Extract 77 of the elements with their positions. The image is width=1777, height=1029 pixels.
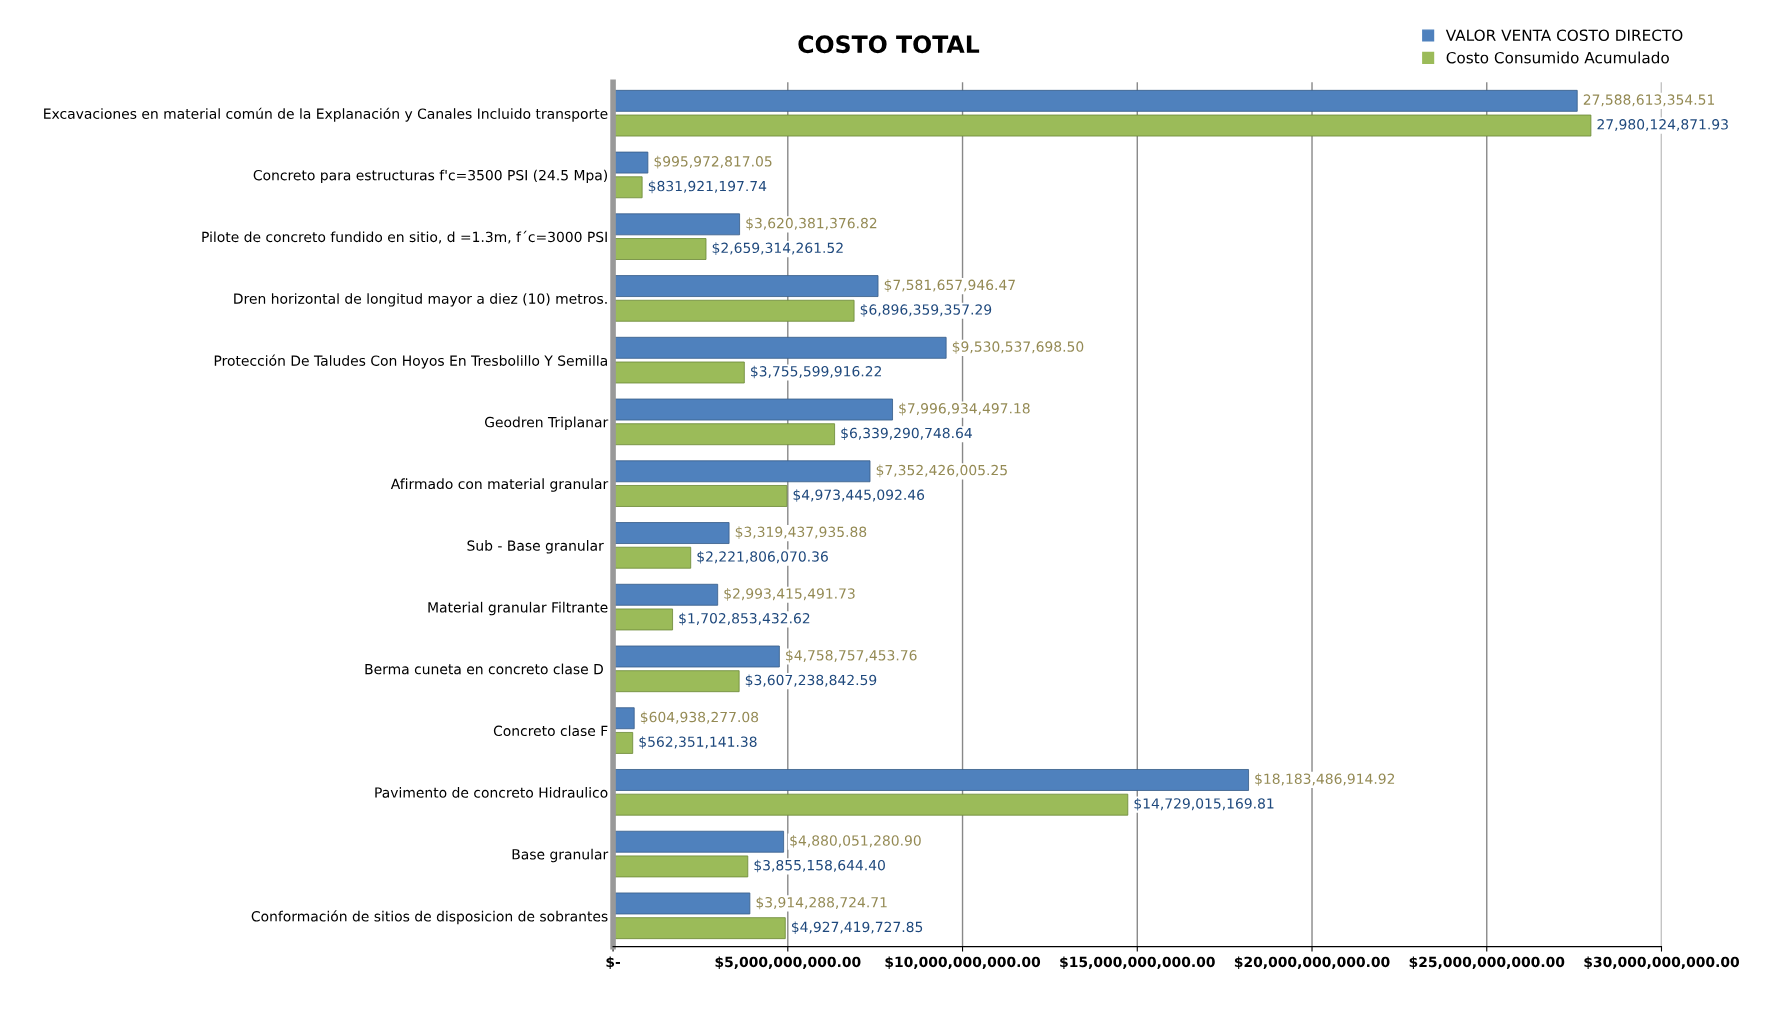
data-label: 27,588,613,354.51	[1583, 94, 1715, 107]
bar	[613, 769, 1249, 791]
data-label: $1,702,853,432.62	[679, 612, 810, 626]
bar	[613, 793, 1129, 816]
bar	[613, 917, 786, 940]
data-label: $831,921,197.74	[648, 180, 767, 194]
data-label: $3,914,288,724.71	[756, 896, 887, 910]
y-tick-label: Protección De Taludes Con Hoyos En Tresbolillo Y Semilla	[214, 354, 607, 369]
data-label: $6,896,359,357.29	[860, 304, 992, 317]
bar	[613, 670, 740, 693]
data-label: $7,996,934,497.18	[899, 402, 1030, 416]
bar	[613, 361, 745, 384]
x-tick-label: $20,000,000,000.00	[1234, 956, 1390, 969]
bar	[613, 275, 879, 297]
data-label: $18,183,486,914.92	[1255, 773, 1395, 786]
data-label: $14,729,015,169.81	[1134, 797, 1274, 811]
y-tick-label: Base granular	[512, 848, 609, 863]
data-label: $3,607,238,842.59	[745, 674, 877, 688]
data-label: $3,319,437,935.88	[735, 526, 867, 539]
x-tick-label: $15,000,000,000.00	[1060, 956, 1215, 969]
bar	[613, 213, 741, 236]
data-label: $7,352,426,005.25	[876, 464, 1007, 478]
data-label: $4,880,051,280.90	[790, 835, 921, 848]
y-tick-label: Concreto clase F	[493, 725, 608, 737]
x-tick-label: $5,000,000,000.00	[715, 956, 861, 969]
chart-title: COSTO TOTAL	[798, 35, 980, 54]
bar	[613, 583, 719, 606]
bar	[613, 176, 643, 199]
bar	[613, 855, 749, 878]
data-label: $3,855,158,644.40	[754, 859, 885, 873]
data-label: $2,993,415,491.73	[724, 588, 855, 601]
y-tick-label: Geodren Triplanar	[484, 416, 609, 431]
y-tick-label: Pavimento de concreto Hidraulico	[375, 787, 608, 798]
data-label: $995,972,817.05	[654, 155, 772, 169]
bar	[613, 89, 1578, 112]
bar	[613, 608, 673, 631]
y-tick-label: Dren horizontal de longitud mayor a diez (10) metros.	[234, 293, 607, 307]
data-label: $2,659,314,261.52	[712, 242, 843, 255]
data-label: $3,620,381,376.82	[746, 217, 877, 231]
bar	[613, 299, 855, 322]
bar	[613, 398, 893, 421]
y-tick-label: Sub - Base granular	[467, 540, 604, 554]
data-label: $7,581,657,946.47	[884, 279, 1015, 292]
data-label: $4,758,757,453.76	[786, 649, 917, 663]
bar	[613, 238, 707, 260]
bar	[613, 114, 1592, 137]
data-label: $3,755,599,916.22	[751, 365, 882, 379]
bar	[613, 460, 871, 483]
data-label: $4,973,445,092.46	[793, 489, 925, 502]
x-tick-label: $10,000,000,000.00	[885, 956, 1041, 969]
bar	[613, 892, 751, 915]
x-tick-label: $-	[606, 956, 621, 969]
y-tick-label: Afirmado con material granular	[390, 478, 609, 492]
bar	[613, 336, 947, 359]
bar	[613, 151, 649, 174]
legend-label: Costo Consumido Acumulado	[1446, 51, 1669, 64]
bar	[613, 522, 730, 544]
x-tick-label: $25,000,000,000.00	[1409, 956, 1565, 969]
y-tick-label: Excavaciones en material común de la Explanación y Canales Incluido transporte	[44, 107, 608, 122]
data-label: $4,927,419,727.85	[791, 921, 923, 935]
data-label: $2,221,806,070.36	[697, 551, 828, 564]
y-tick-label: Berma cuneta en concreto clase D	[365, 663, 603, 675]
data-label: $6,339,290,748.64	[841, 427, 972, 441]
data-label: $604,938,277.08	[640, 711, 759, 725]
y-tick-label: Pilote de concreto fundido en sitio, d =1.3m, f´c=3000 PSI	[202, 230, 607, 244]
bar	[613, 423, 836, 446]
y-tick-label: Concreto para estructuras f'c=3500 PSI (24.5 Mpa)	[253, 169, 608, 184]
bar	[613, 645, 780, 668]
data-label: 27,980,124,871.93	[1597, 119, 1728, 131]
data-label: $562,351,141.38	[639, 736, 757, 749]
y-tick-label: Material granular Filtrante	[428, 601, 608, 616]
legend-label: VALOR VENTA COSTO DIRECTO	[1445, 29, 1683, 42]
data-label: $9,530,537,698.50	[952, 341, 1084, 354]
bar	[613, 546, 692, 569]
bar	[613, 485, 788, 507]
y-tick-label: Conformación de sitios de disposicion de sobrantes	[251, 910, 608, 925]
x-tick-label: $30,000,000,000.00	[1584, 956, 1740, 969]
